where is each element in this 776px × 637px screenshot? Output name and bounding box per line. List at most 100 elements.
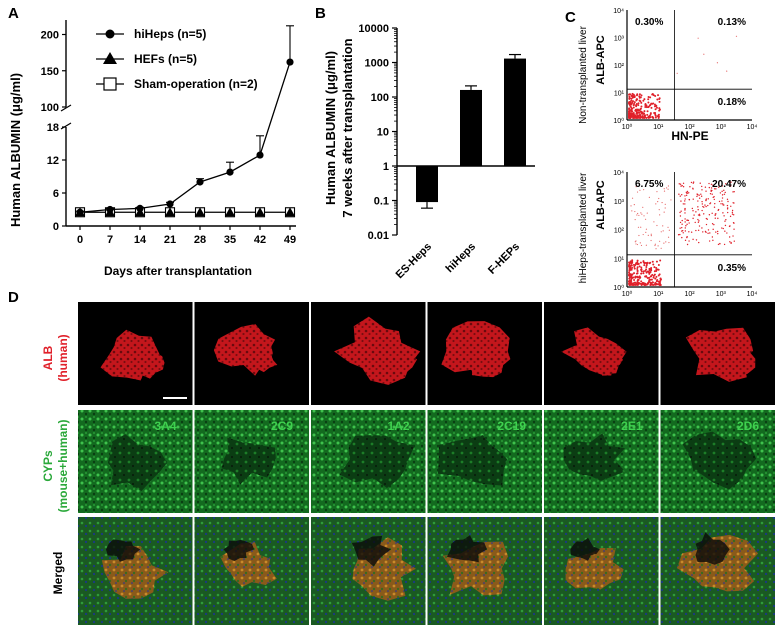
flow-dot	[682, 203, 685, 205]
flow-dot	[653, 270, 656, 273]
flow-dot	[657, 200, 659, 203]
flow-dot	[688, 198, 690, 201]
flow-dot	[653, 105, 656, 108]
flow-dot	[654, 116, 657, 119]
panel-b-chart: Human ALBUMIN (μg/ml) 7 weeks after tran…	[323, 23, 535, 281]
flow-dot	[650, 278, 653, 281]
flow-dot	[679, 195, 681, 197]
flow-dot	[684, 207, 686, 210]
flow-dot	[710, 183, 713, 185]
flow-dot	[722, 204, 724, 206]
alb-stain-region	[591, 343, 623, 376]
flow-dot	[651, 260, 654, 263]
flow-dot	[707, 198, 709, 200]
flow-dot	[637, 102, 640, 105]
flow-dot	[636, 268, 639, 271]
flow-dot	[635, 116, 638, 119]
flow-dot	[646, 276, 649, 279]
flow-dot	[645, 268, 648, 271]
panel-a-xtick-label: 49	[284, 234, 296, 246]
flow-dot	[642, 261, 645, 264]
panel-a-axis-break-bottom	[60, 122, 72, 130]
flow-dot	[647, 106, 650, 109]
flow-dot	[642, 99, 645, 102]
flow-dot	[686, 219, 689, 221]
flow-dot	[731, 209, 734, 212]
flow-dot	[647, 98, 650, 101]
flow-bottom-ylabel: ALB-APC	[595, 180, 607, 230]
flow-dot	[714, 217, 717, 219]
flow-dot	[713, 198, 715, 201]
flow-dot	[650, 106, 653, 109]
flow-dot	[708, 182, 710, 185]
flow-dot	[655, 248, 657, 250]
flow-dot	[633, 116, 636, 119]
flow-dot	[647, 234, 649, 236]
flow-dot	[711, 236, 714, 238]
panel-a-point-hiheps	[76, 208, 84, 216]
row-label-cyps-sub: (mouse+human)	[56, 419, 70, 512]
flow-dot	[646, 110, 649, 113]
flow-dot	[724, 230, 726, 232]
flow-dot	[661, 201, 663, 204]
flow-dot	[692, 198, 694, 200]
flow-dot	[686, 236, 688, 239]
flow-dot	[668, 229, 670, 231]
flow-dot	[636, 93, 639, 96]
flow-dot	[657, 94, 660, 97]
flow-dot	[701, 203, 704, 205]
flow-quadrant-upper-right: 20.47%	[712, 179, 746, 190]
flow-dot	[653, 221, 655, 223]
flow-dot	[722, 212, 724, 214]
flow-dot	[628, 108, 631, 111]
flow-dot	[663, 190, 666, 192]
flow-dot	[640, 270, 643, 273]
panel-a-ytick-label: 0	[53, 221, 59, 233]
flow-dot	[726, 70, 728, 72]
flow-dot	[708, 214, 711, 216]
flow-dot	[726, 198, 729, 201]
flow-dot	[677, 234, 680, 236]
flow-dot	[639, 114, 642, 117]
flow-event-dots	[628, 35, 738, 119]
flow-dot	[631, 92, 634, 95]
flow-dot	[643, 114, 646, 117]
flow-dot	[704, 186, 707, 188]
flow-dot	[638, 95, 641, 98]
flow-dot	[636, 270, 639, 273]
flow-dot	[637, 276, 640, 279]
flow-dot	[638, 115, 641, 118]
cyp-low-expression-region	[563, 433, 626, 481]
flow-dot	[727, 200, 729, 203]
flow-dot	[649, 281, 652, 284]
flow-dot	[698, 241, 700, 244]
flow-dot	[638, 116, 641, 119]
flow-dot	[657, 114, 660, 117]
flow-dot	[680, 200, 682, 202]
row-label-alb-main: ALB	[41, 345, 55, 370]
flow-bottom-title: hiHeps-transplanted liver	[578, 172, 589, 283]
flow-dot	[640, 268, 643, 271]
flow-dot	[649, 275, 652, 278]
legend-marker-hiheps	[105, 29, 115, 39]
flow-dot	[637, 111, 640, 114]
flow-dot	[645, 265, 648, 268]
flow-xtick-label: 10⁴	[747, 291, 758, 298]
flow-dot	[645, 228, 648, 230]
flow-dot	[707, 232, 709, 235]
flow-dot	[643, 215, 645, 217]
flow-dot	[657, 245, 659, 247]
flow-dot	[692, 217, 694, 220]
flow-xtick-label: 10⁰	[622, 290, 633, 298]
flow-dot	[640, 101, 643, 104]
flow-dot	[713, 223, 715, 226]
flow-dot	[732, 191, 734, 193]
panel-a-point-hiheps	[196, 178, 204, 186]
flow-dot	[708, 240, 711, 242]
flow-dot	[643, 264, 646, 267]
flow-dot	[636, 279, 639, 282]
flow-dot	[634, 275, 637, 278]
flow-dot	[722, 227, 724, 230]
panel-b-plot: 0.01 0.1 1 10 100 1000 10000 ES-Heps hiHeps F-HEP…	[358, 23, 535, 281]
flow-dot	[628, 93, 631, 96]
